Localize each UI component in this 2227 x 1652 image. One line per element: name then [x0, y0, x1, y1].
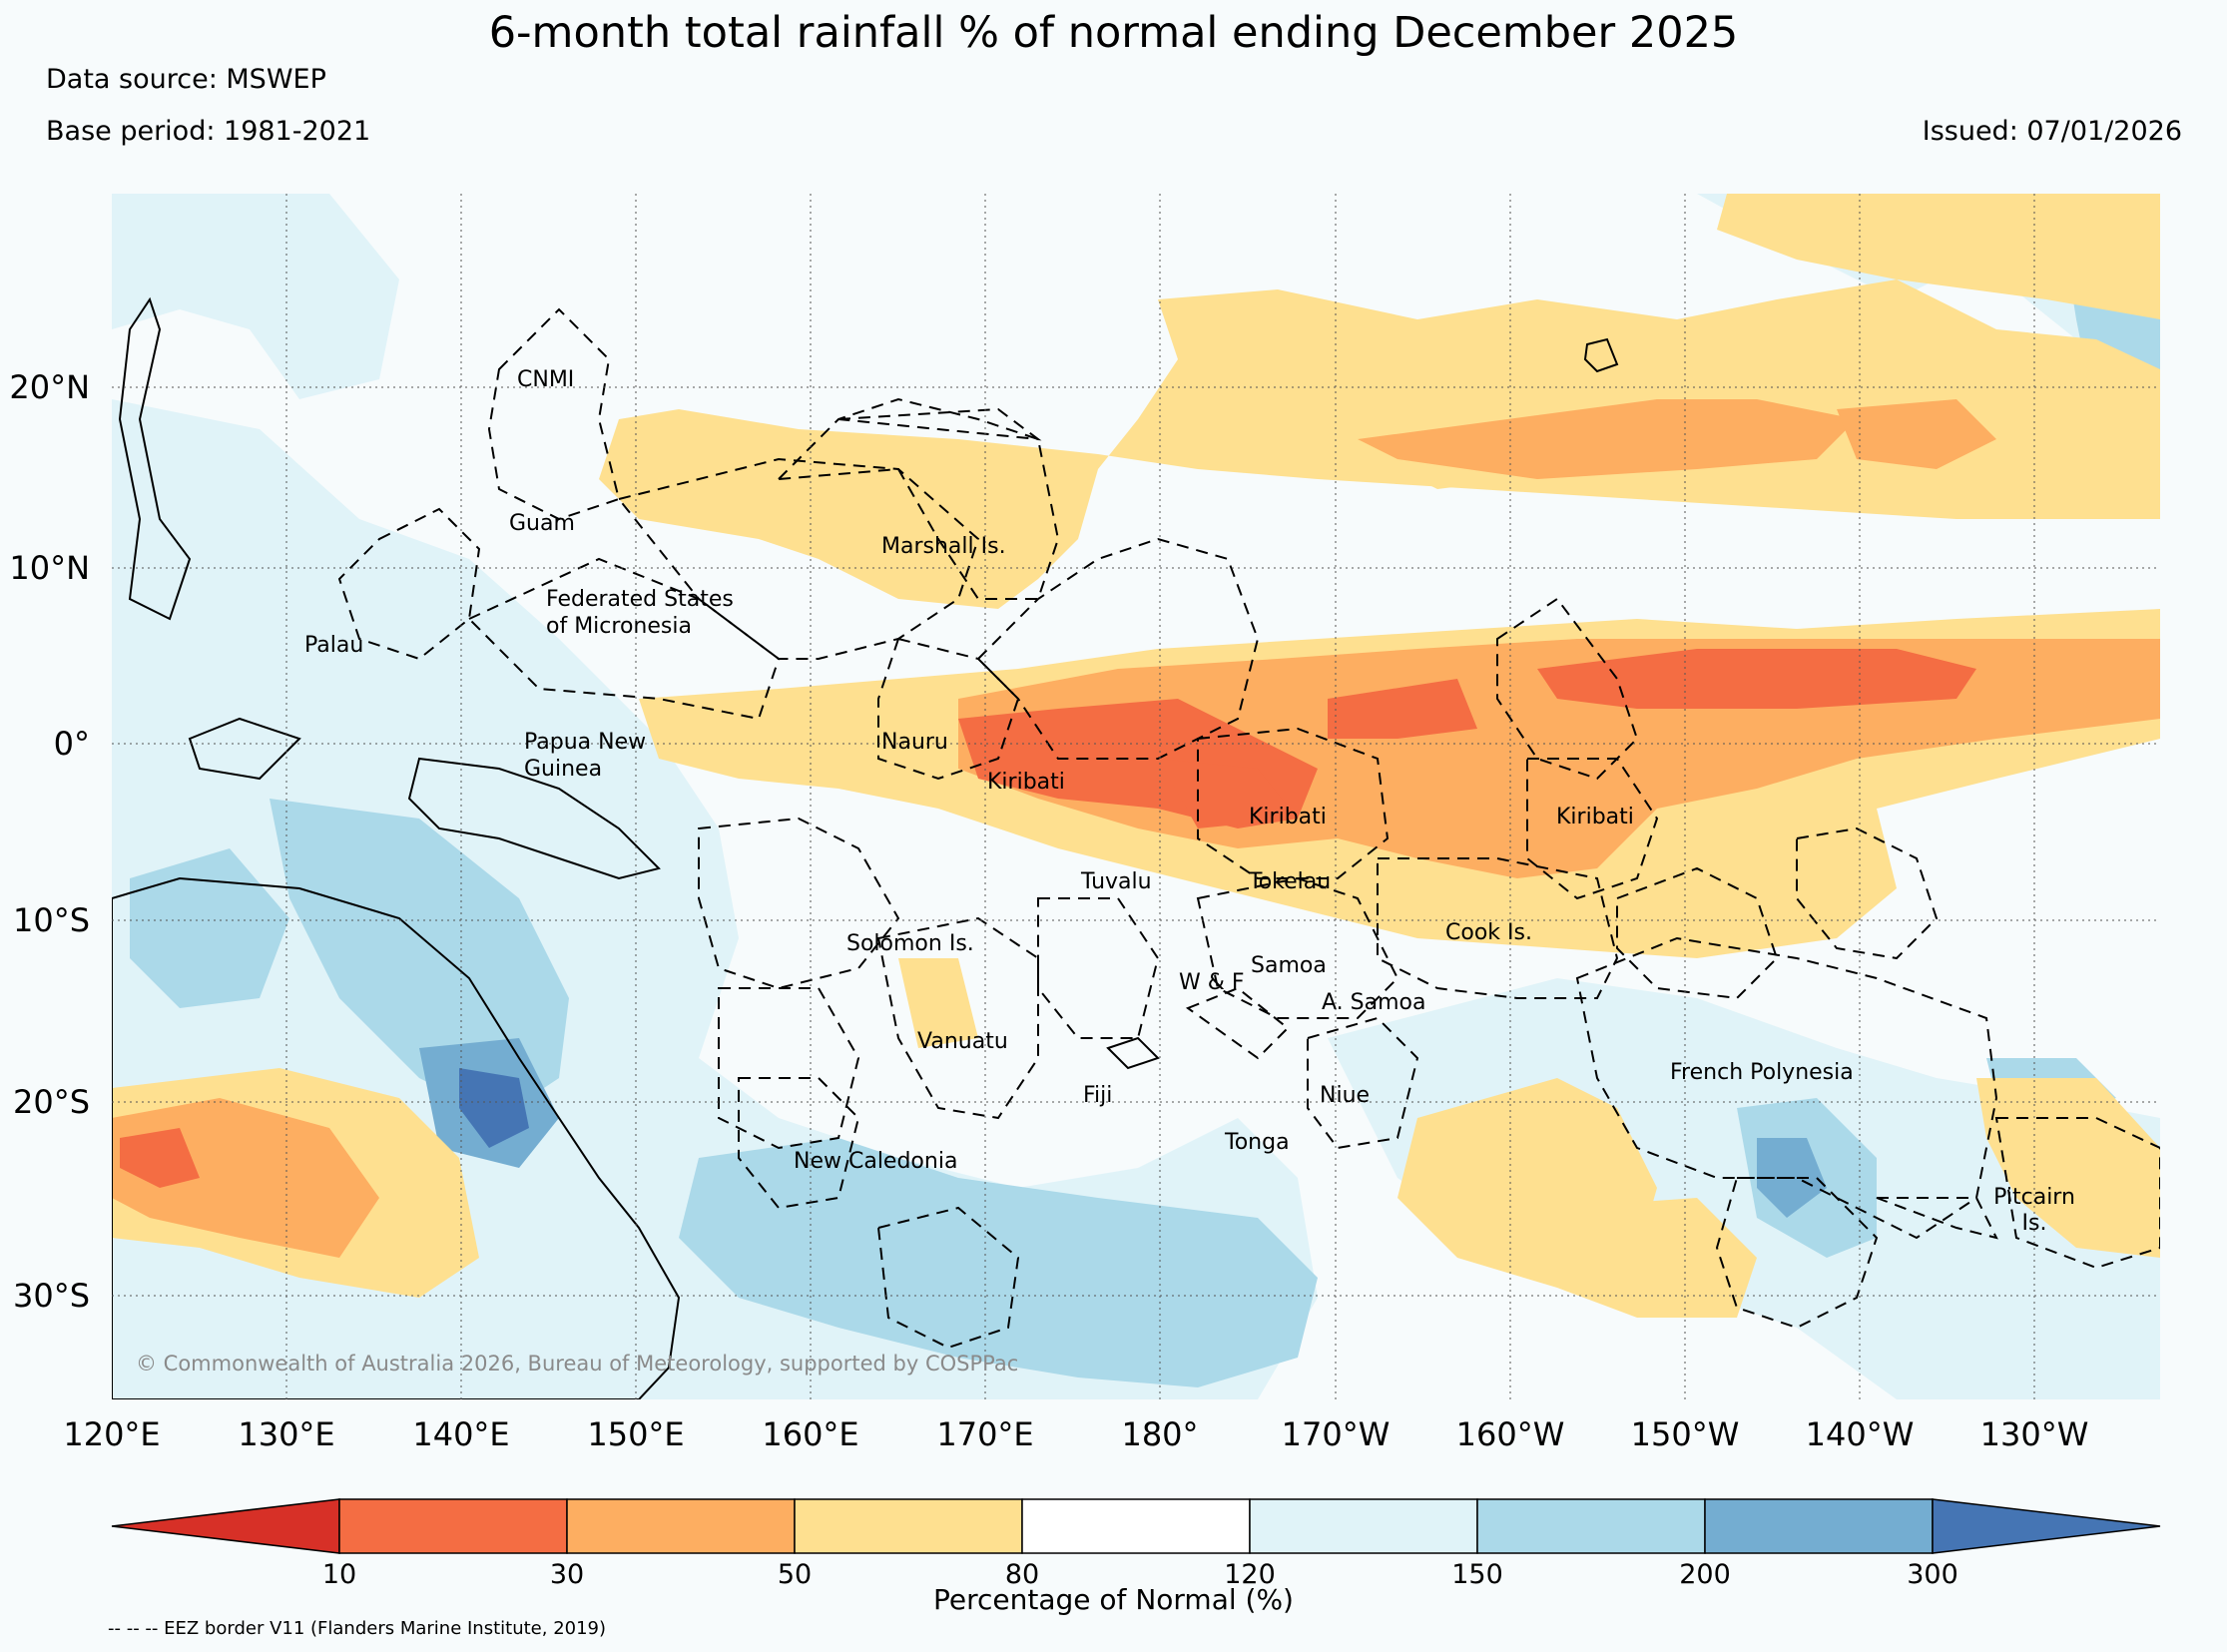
lon-label-160e: 160°E: [762, 1415, 858, 1453]
base-period-label: Base period: 1981-2021: [46, 116, 371, 147]
region-label-wallis-futuna: W & F: [1179, 970, 1245, 995]
colorbar-title: Percentage of Normal (%): [933, 1583, 1294, 1616]
colorbar-tick-label: 150: [1451, 1559, 1503, 1590]
lon-label-120e: 120°E: [63, 1415, 160, 1453]
region-label-palau: Palau: [304, 633, 363, 658]
colorbar-tick-label: 10: [322, 1559, 356, 1590]
wet-anomaly-regions: [112, 194, 2160, 1399]
colorbar-segment: [1249, 1498, 1478, 1554]
region-label-guam: Guam: [509, 511, 575, 536]
data-source-label: Data source: MSWEP: [46, 64, 326, 95]
rainfall-anomaly-layer: [112, 194, 2160, 1399]
colorbar-tick-label: 30: [550, 1559, 584, 1590]
region-label-kiribati-central: Kiribati: [1249, 805, 1327, 829]
lat-label-0: 0°: [54, 725, 90, 763]
colorbar-tick-label: 120: [1224, 1559, 1276, 1590]
region-labels: CNMI Guam Marshall Is. Federated States …: [304, 367, 2075, 1236]
lon-label-130w: 130°W: [1980, 1415, 2089, 1453]
lat-label-20s: 20°S: [13, 1083, 90, 1121]
region-label-pitcairn-line2: Is.: [2022, 1211, 2047, 1236]
region-label-samoa: Samoa: [1251, 953, 1327, 978]
region-label-french-polynesia: French Polynesia: [1670, 1060, 1854, 1085]
region-label-kiribati-west: Kiribati: [987, 770, 1065, 795]
latitude-labels: 20°N 10°N 0° 10°S 20°S 30°S: [9, 368, 90, 1315]
region-label-tonga: Tonga: [1224, 1130, 1290, 1155]
graticule: [112, 194, 2160, 1399]
lon-label-150e: 150°E: [587, 1415, 684, 1453]
region-label-png-line1: Papua New: [524, 730, 646, 755]
copyright-notice: © Commonwealth of Australia 2026, Bureau…: [136, 1352, 1019, 1376]
colorbar-tick-label: 200: [1679, 1559, 1731, 1590]
lon-label-160w: 160°W: [1456, 1415, 1565, 1453]
colorbar-tick-label: 50: [778, 1559, 812, 1590]
region-label-american-samoa: A. Samoa: [1322, 990, 1425, 1015]
region-label-tokelau: Tokelau: [1248, 869, 1331, 894]
lon-label-150w: 150°W: [1631, 1415, 1740, 1453]
region-label-solomon: Solomon Is.: [846, 931, 974, 956]
lat-label-20n: 20°N: [9, 368, 90, 406]
colorbar-segment: [1704, 1498, 1934, 1554]
region-label-png-line2: Guinea: [524, 757, 602, 782]
colorbar-extend-low: [111, 1498, 340, 1554]
lon-label-180: 180°: [1121, 1415, 1198, 1453]
map-title: 6-month total rainfall % of normal endin…: [488, 8, 1739, 58]
colorbar-tick-label: 300: [1907, 1559, 1958, 1590]
lat-label-30s: 30°S: [13, 1277, 90, 1315]
colorbar-ticks: 10 30 50 80 120 150 200 300: [322, 1559, 1958, 1590]
lon-label-140e: 140°E: [412, 1415, 509, 1453]
region-label-tuvalu: Tuvalu: [1080, 869, 1152, 894]
lat-label-10n: 10°N: [9, 549, 90, 587]
region-label-marshall: Marshall Is.: [881, 534, 1006, 559]
region-label-cook: Cook Is.: [1445, 920, 1532, 945]
colorbar-tick-label: 80: [1005, 1559, 1039, 1590]
region-label-nauru: Nauru: [881, 730, 948, 755]
region-label-vanuatu: Vanuatu: [917, 1029, 1008, 1054]
longitude-labels: 120°E 130°E 140°E 150°E 160°E 170°E 180°…: [63, 1415, 2088, 1453]
lon-label-130e: 130°E: [238, 1415, 334, 1453]
colorbar-segment: [1021, 1498, 1251, 1554]
lon-label-170w: 170°W: [1282, 1415, 1391, 1453]
colorbar-extend-high: [1932, 1498, 2161, 1554]
eez-footnote: -- -- -- EEZ border V11 (Flanders Marine…: [108, 1618, 607, 1639]
colorbar: [111, 1498, 2161, 1554]
lon-label-140w: 140°W: [1806, 1415, 1915, 1453]
lon-label-170e: 170°E: [936, 1415, 1033, 1453]
colorbar-segment: [794, 1498, 1023, 1554]
eez-borders: [337, 307, 2160, 1350]
lat-label-10s: 10°S: [13, 901, 90, 939]
dry-anomaly-regions: [112, 194, 2160, 1318]
colorbar-segment: [338, 1498, 568, 1554]
region-label-pitcairn-line1: Pitcairn: [1993, 1185, 2075, 1210]
region-label-kiribati-east: Kiribati: [1556, 805, 1634, 829]
issued-date-label: Issued: 07/01/2026: [1922, 116, 2182, 147]
region-label-cnmi: CNMI: [517, 367, 574, 392]
colorbar-segment: [1476, 1498, 1706, 1554]
region-label-fsm-line1: Federated States: [546, 587, 734, 612]
colorbar-segment: [566, 1498, 796, 1554]
coastlines: [112, 296, 1619, 1399]
region-label-fiji: Fiji: [1083, 1083, 1112, 1108]
region-label-new-caledonia: New Caledonia: [794, 1149, 957, 1174]
region-label-niue: Niue: [1320, 1083, 1370, 1108]
region-label-fsm-line2: of Micronesia: [546, 614, 692, 639]
